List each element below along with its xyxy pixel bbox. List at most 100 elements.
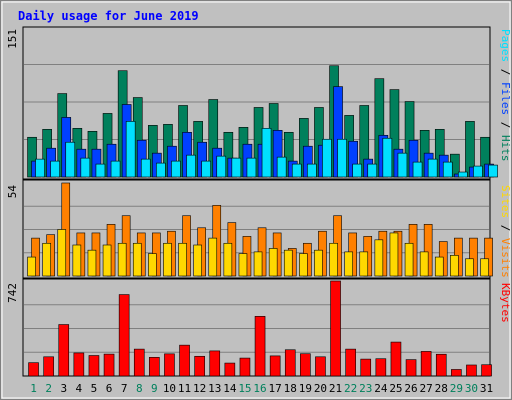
x-tick-label: 14	[223, 382, 237, 395]
x-tick-label: 17	[269, 382, 282, 395]
x-tick-label: 5	[91, 382, 98, 395]
bar-kbytes	[254, 316, 266, 377]
y-max-label: 54	[6, 185, 19, 199]
bar-sites	[27, 256, 36, 277]
bar-sites	[283, 249, 293, 277]
bar-sites	[208, 237, 218, 277]
bar-kbytes	[118, 294, 130, 377]
x-tick-label: 16	[253, 382, 266, 395]
x-tick-label: 13	[208, 382, 221, 395]
bar-sites	[148, 253, 157, 277]
x-tick-label: 15	[238, 382, 251, 395]
bar-sites	[253, 251, 263, 277]
legend-files: Files	[499, 82, 512, 115]
bar-kbytes	[405, 359, 417, 377]
bar-pages	[201, 160, 211, 178]
x-axis-day-labels: 1 2 3 4 5 6 7 8 9 10 11 12 13 14 15 16 17 18 19 20 21 22 23 24 2…	[30, 382, 493, 395]
bar-pages	[307, 163, 317, 178]
bar-pages	[231, 157, 242, 178]
bar-sites	[102, 244, 112, 277]
x-tick-label: 1	[30, 382, 37, 395]
bar-pages	[156, 162, 166, 178]
x-tick-label: 24	[374, 382, 388, 395]
bar-sites	[163, 242, 172, 277]
bar-pages	[125, 121, 136, 178]
bar-pages	[367, 163, 378, 178]
bar-pages	[442, 161, 453, 178]
bar-kbytes	[133, 348, 145, 377]
legend-separator: /	[499, 218, 512, 238]
legend-hits: Hits	[499, 135, 512, 162]
bar-pages	[322, 138, 332, 178]
bar-sites	[57, 229, 67, 277]
bar-kbytes	[43, 356, 54, 377]
x-tick-label: 4	[76, 382, 83, 395]
bar-kbytes	[360, 358, 372, 377]
bar-pages	[458, 171, 468, 178]
bar-sites	[178, 242, 187, 277]
bar-sites	[87, 249, 97, 277]
bar-pages	[80, 157, 91, 178]
bar-kbytes	[481, 364, 492, 377]
bar-pages	[337, 138, 347, 178]
legend-visits: Visits	[499, 238, 512, 278]
x-tick-label: 18	[284, 382, 297, 395]
bar-kbytes	[179, 344, 190, 377]
right-axis-legend: Sites / Visits	[499, 185, 512, 278]
bar-pages	[171, 160, 181, 178]
bar-sites	[389, 232, 399, 277]
bar-pages	[473, 165, 483, 178]
x-tick-label: 6	[106, 382, 113, 395]
bar-kbytes	[375, 358, 387, 377]
bar-kbytes	[435, 353, 447, 377]
x-tick-label: 31	[480, 382, 493, 395]
bar-kbytes	[224, 362, 236, 377]
bar-pages	[291, 163, 302, 178]
bar-kbytes	[420, 351, 432, 377]
right-axis-legend: Pages / Files / Hits	[499, 29, 512, 162]
legend-pages: Pages	[499, 29, 512, 62]
bar-sites	[329, 242, 338, 277]
legend-separator: /	[499, 62, 512, 82]
x-tick-label: 19	[299, 382, 312, 395]
bar-kbytes	[330, 280, 341, 377]
plot-area	[22, 26, 498, 377]
x-tick-label: 23	[359, 382, 372, 395]
bar-pages	[397, 152, 408, 178]
bar-pages	[261, 128, 272, 178]
x-tick-label: 28	[435, 382, 448, 395]
bar-sites	[344, 251, 353, 277]
chart-title: Daily usage for June 2019	[18, 9, 199, 23]
bar-pages	[50, 160, 60, 178]
bar-kbytes	[284, 349, 296, 377]
bar-pages	[95, 163, 106, 178]
bar-pages	[382, 137, 393, 178]
bar-sites	[314, 249, 323, 277]
bar-pages	[65, 141, 76, 178]
bar-kbytes	[58, 324, 70, 377]
x-tick-label: 26	[404, 382, 417, 395]
bar-pages	[186, 154, 196, 178]
x-tick-label: 29	[450, 382, 463, 395]
bar-sites	[238, 253, 248, 277]
bar-kbytes	[88, 355, 100, 377]
bar-pages	[35, 158, 45, 178]
bar-sites	[465, 258, 474, 277]
x-tick-label: 30	[465, 382, 478, 395]
bar-kbytes	[149, 357, 160, 377]
bar-sites	[434, 256, 444, 277]
bar-kbytes	[390, 341, 402, 377]
x-tick-label: 21	[329, 382, 342, 395]
bar-pages	[427, 158, 438, 178]
bar-pages	[488, 164, 498, 178]
x-tick-label: 3	[60, 382, 67, 395]
bar-kbytes	[466, 364, 477, 377]
bar-sites	[450, 255, 459, 277]
bar-pages	[412, 161, 423, 178]
bar-sites	[299, 253, 308, 277]
bar-kbytes	[103, 353, 115, 377]
x-tick-label: 25	[389, 382, 402, 395]
bar-sites	[132, 242, 142, 277]
